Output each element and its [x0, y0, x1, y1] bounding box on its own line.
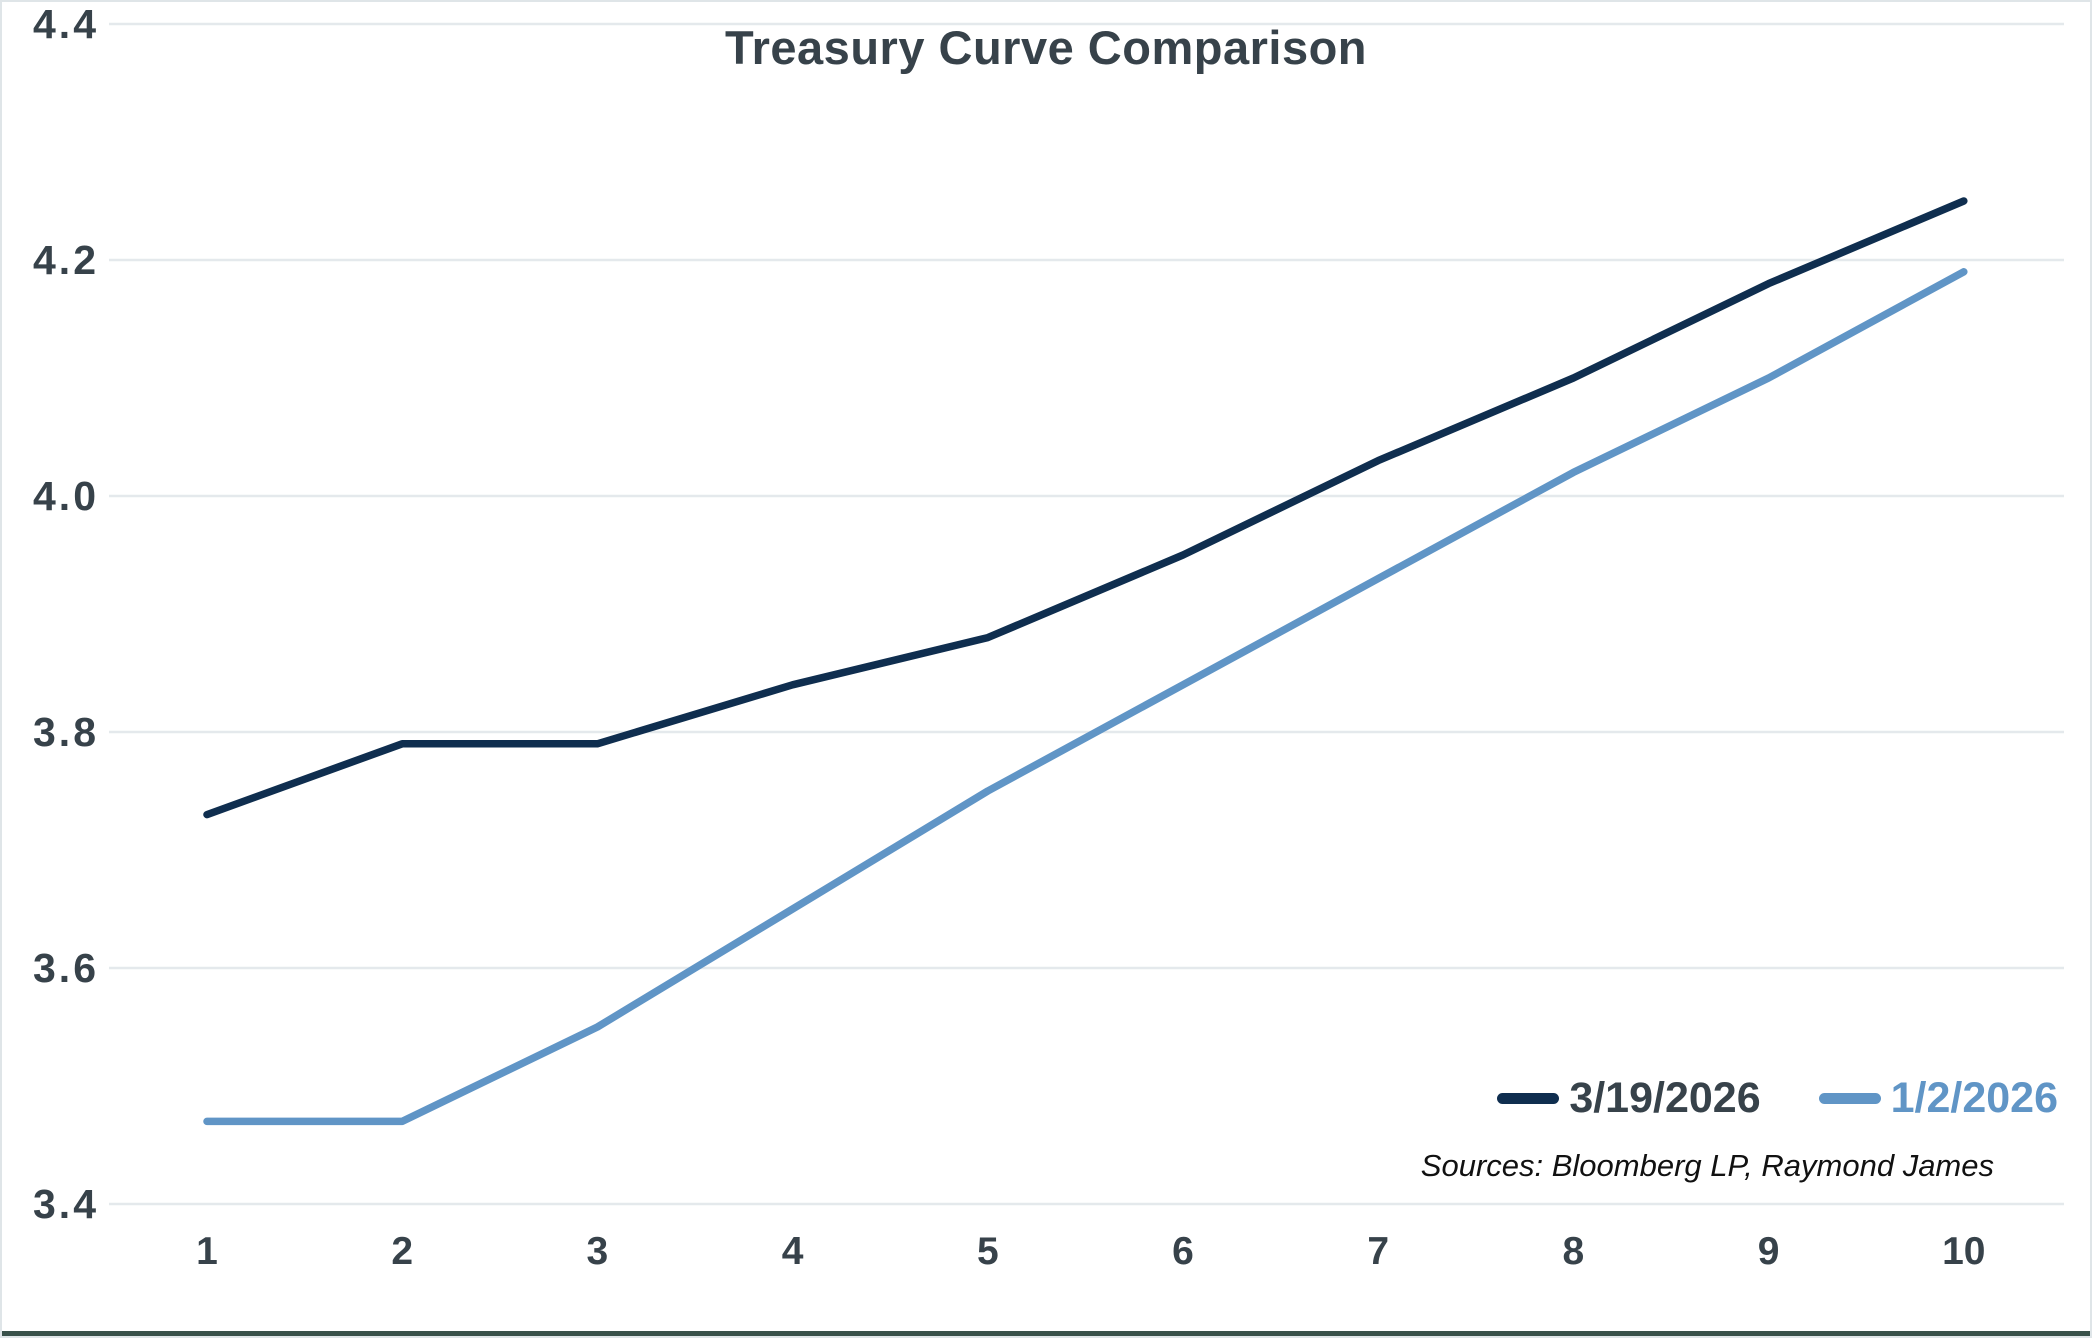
y-tick-label: 3.6 — [33, 945, 99, 991]
y-tick-label: 4.0 — [33, 473, 99, 519]
series-line-1-2-2026 — [203, 268, 1968, 1126]
y-tick-label: 4.4 — [33, 2, 99, 47]
legend-marker-navy-line — [1497, 1093, 1560, 1104]
y-tick-label: 3.8 — [33, 709, 99, 755]
bottom-edge-divider — [2, 1331, 2090, 1336]
x-tick-label: 9 — [1758, 1230, 1780, 1273]
x-tick-label: 8 — [1563, 1230, 1585, 1273]
chart-title: Treasury Curve Comparison — [725, 21, 1367, 74]
legend-label-series-2: 1/2/2026 — [1890, 1074, 2058, 1122]
y-tick-label: 4.2 — [33, 237, 99, 283]
legend-item-series-2: 1/2/2026 — [1818, 1074, 2058, 1123]
legend: 3/19/2026 1/2/2026 — [1497, 1074, 2058, 1123]
x-tick-label: 3 — [587, 1230, 609, 1273]
legend-marker-blue-line — [1818, 1093, 1881, 1104]
series-line-3-19-2026 — [203, 197, 1968, 819]
sources-note: Sources: Bloomberg LP, Raymond James — [1420, 1148, 1994, 1183]
x-tick-label: 5 — [977, 1230, 999, 1273]
y-tick-label: 3.4 — [33, 1181, 99, 1227]
legend-label-series-1: 3/19/2026 — [1569, 1074, 1761, 1122]
x-tick-label: 7 — [1367, 1230, 1389, 1273]
legend-item-series-1: 3/19/2026 — [1497, 1074, 1761, 1123]
x-tick-label: 4 — [782, 1230, 804, 1273]
x-tick-label: 10 — [1942, 1230, 1985, 1273]
x-tick-label: 1 — [196, 1230, 218, 1273]
x-tick-label: 6 — [1172, 1230, 1194, 1273]
x-tick-label: 2 — [391, 1230, 413, 1273]
